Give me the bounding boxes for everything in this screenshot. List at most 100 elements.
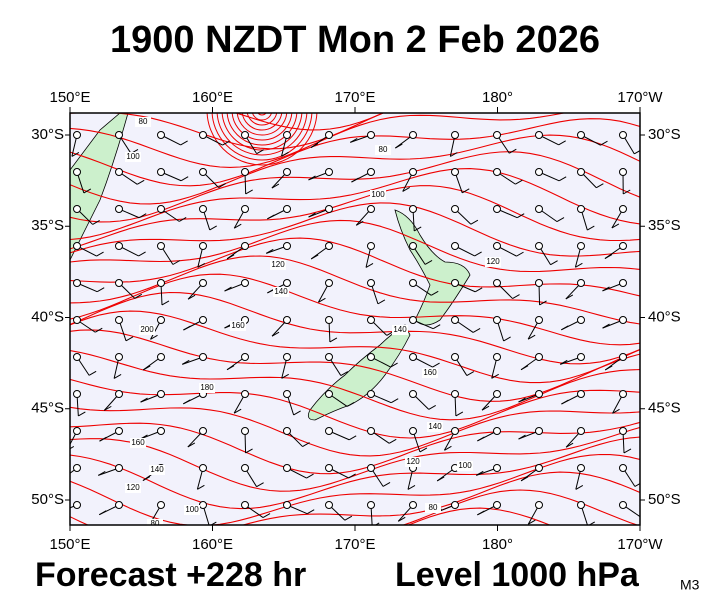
lat-label: 50°S xyxy=(648,491,681,508)
lon-label: 170°W xyxy=(617,89,663,106)
station xyxy=(74,169,81,176)
station xyxy=(284,169,291,176)
station xyxy=(74,280,81,287)
station xyxy=(242,465,249,472)
station xyxy=(620,280,627,287)
station xyxy=(578,428,585,435)
station xyxy=(158,169,165,176)
station xyxy=(326,317,333,324)
station xyxy=(368,354,375,361)
station xyxy=(242,428,249,435)
station xyxy=(578,206,585,213)
station xyxy=(74,317,81,324)
station xyxy=(200,428,207,435)
station xyxy=(494,243,501,250)
station xyxy=(284,354,291,361)
lat-label: 35°S xyxy=(31,217,64,234)
station xyxy=(326,354,333,361)
station xyxy=(578,317,585,324)
contour-label: 80 xyxy=(151,519,160,528)
station xyxy=(200,132,207,139)
lon-label: 170°W xyxy=(617,536,663,553)
station xyxy=(74,428,81,435)
contour-label: 160 xyxy=(423,368,437,377)
station xyxy=(536,465,543,472)
station xyxy=(452,428,459,435)
contour-label: 100 xyxy=(126,152,140,161)
contour-label: 180 xyxy=(200,383,214,392)
station xyxy=(326,502,333,509)
station xyxy=(242,280,249,287)
lat-label: 30°S xyxy=(31,126,64,143)
station xyxy=(242,206,249,213)
station xyxy=(368,428,375,435)
station xyxy=(200,465,207,472)
station xyxy=(326,428,333,435)
title: 1900 NZDT Mon 2 Feb 2026 xyxy=(110,19,600,61)
station xyxy=(284,502,291,509)
station xyxy=(74,465,81,472)
station xyxy=(536,502,543,509)
lat-label: 40°S xyxy=(648,308,681,325)
station xyxy=(452,243,459,250)
station xyxy=(158,391,165,398)
contour-label: 120 xyxy=(271,260,285,269)
station xyxy=(410,317,417,324)
station xyxy=(368,280,375,287)
contour-label: 120 xyxy=(486,257,500,266)
station xyxy=(284,317,291,324)
station xyxy=(284,280,291,287)
station xyxy=(200,317,207,324)
station xyxy=(326,391,333,398)
station xyxy=(494,206,501,213)
station xyxy=(368,169,375,176)
station xyxy=(116,465,123,472)
station xyxy=(494,502,501,509)
station xyxy=(368,132,375,139)
station xyxy=(116,206,123,213)
station xyxy=(410,502,417,509)
station xyxy=(116,502,123,509)
station xyxy=(578,169,585,176)
contour-label: 100 xyxy=(185,505,199,514)
station xyxy=(536,169,543,176)
contour-label: 120 xyxy=(126,483,140,492)
station xyxy=(410,354,417,361)
contour-label: 100 xyxy=(458,461,472,470)
station xyxy=(620,428,627,435)
station xyxy=(200,354,207,361)
station xyxy=(620,243,627,250)
station xyxy=(326,132,333,139)
station xyxy=(158,502,165,509)
station xyxy=(284,206,291,213)
contour-label: 80 xyxy=(379,145,388,154)
station xyxy=(578,354,585,361)
station xyxy=(452,354,459,361)
station xyxy=(326,206,333,213)
station xyxy=(158,280,165,287)
forecast-label: Forecast +228 hr xyxy=(35,556,306,594)
station xyxy=(200,280,207,287)
station xyxy=(578,391,585,398)
lon-label: 170°E xyxy=(334,536,375,553)
station xyxy=(200,502,207,509)
contour-label: 80 xyxy=(429,503,438,512)
lat-label: 30°S xyxy=(648,126,681,143)
station xyxy=(410,243,417,250)
station xyxy=(452,169,459,176)
station xyxy=(410,391,417,398)
wind-barb xyxy=(57,509,64,513)
station xyxy=(410,280,417,287)
station xyxy=(326,169,333,176)
station xyxy=(494,169,501,176)
station xyxy=(536,243,543,250)
contour-label: 200 xyxy=(140,325,154,334)
station xyxy=(116,391,123,398)
contour-label: 160 xyxy=(131,438,145,447)
contour-label: 140 xyxy=(393,325,407,334)
model-code: M3 xyxy=(680,577,700,593)
station xyxy=(116,243,123,250)
station xyxy=(620,354,627,361)
station xyxy=(200,169,207,176)
